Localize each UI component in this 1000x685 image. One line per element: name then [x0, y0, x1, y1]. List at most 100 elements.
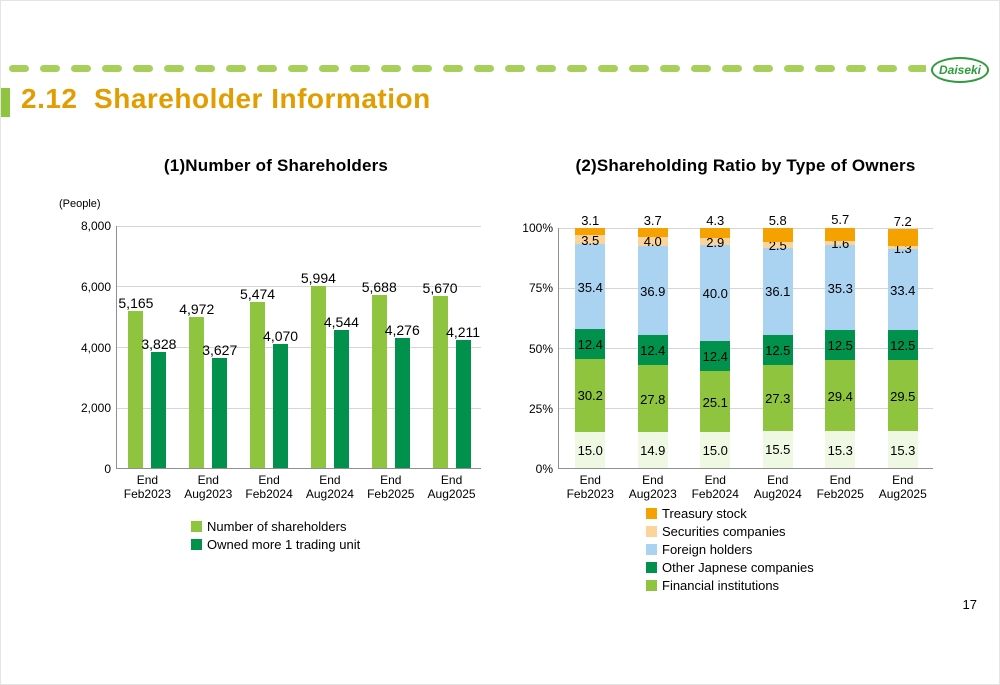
bar-value-label: 5,670: [422, 279, 458, 296]
divider-dash-icon: [629, 65, 649, 72]
divider-dash-icon: [257, 65, 277, 72]
legend-item: Treasury stock: [646, 506, 814, 521]
x-tick-line: Aug2025: [878, 486, 927, 501]
stack-segment: [575, 431, 606, 468]
legend-label: Foreign holders: [662, 542, 753, 557]
bar-shareholders: [432, 295, 448, 468]
stack-segment-foreign-holders: [825, 245, 856, 331]
x-tick-label: End Feb2025: [809, 473, 871, 501]
stack-segment: [887, 431, 918, 468]
divider-dash-icon: [133, 65, 153, 72]
x-tick-line: End: [704, 473, 726, 487]
divider-dash-icon: [536, 65, 556, 72]
daiseki-logo: Daiseki: [931, 57, 989, 83]
x-tick-line: End: [892, 473, 914, 487]
stack-segment-foreign-holders: [637, 246, 668, 336]
segment-value-label: 29.4: [827, 388, 853, 404]
legend-label: Treasury stock: [662, 506, 747, 521]
divider-dash-icon: [71, 65, 91, 72]
segment-value-label: 7.2: [893, 213, 912, 229]
segment-value-label: 12.4: [702, 349, 728, 365]
legend-swatch-icon: [646, 544, 657, 555]
bar-value-label: 5,474: [240, 285, 276, 302]
stack-segment: [762, 430, 793, 468]
bar-shareholders: [189, 316, 205, 468]
daiseki-logo-text: Daiseki: [938, 63, 982, 77]
stack-segment-financial-institutions: [575, 359, 606, 432]
gridline: [117, 347, 481, 348]
x-tick-label: End Aug2025: [421, 473, 483, 501]
stack-segment-other-japnese-companies: [575, 329, 606, 360]
segment-value-label: 3.1: [581, 212, 600, 228]
segment-value-label: 36.1: [765, 284, 791, 300]
bar-value-label: 5,688: [361, 279, 397, 296]
stack-segment-financial-institutions: [700, 371, 731, 432]
bar-shareholders: [250, 301, 266, 468]
segment-value-label: 5.8: [768, 212, 787, 228]
stack-segment-treasury-stock: [762, 227, 793, 242]
stack-segment-foreign-holders: [887, 249, 918, 330]
bar-value-label: 4,070: [263, 328, 299, 345]
bar-unit-holders: [151, 351, 167, 468]
bar-unit-holders: [455, 340, 471, 468]
segment-value-label: 5.7: [831, 212, 850, 228]
legend-swatch-icon: [646, 526, 657, 537]
legend-swatch-icon: [191, 521, 202, 532]
gridline: [559, 227, 933, 229]
x-tick-label: End Aug2023: [177, 473, 239, 501]
stack-segment-financial-institutions: [637, 365, 668, 433]
divider-dash-icon: [195, 65, 215, 72]
y-tick-label: 4,000: [80, 340, 111, 355]
shareholders-chart: (1)Number of Shareholders (People) 0 2,00…: [51, 151, 501, 581]
y-tick-label: 6,000: [80, 279, 111, 294]
y-tick-label: 75%: [528, 281, 553, 296]
y-tick-label: 2,000: [80, 401, 111, 416]
stack-segment-securities-companies: [700, 238, 731, 246]
segment-value-label: 4.3: [706, 212, 725, 228]
divider-dash-icon: [598, 65, 618, 72]
legend-swatch-icon: [646, 562, 657, 573]
stack-segment-other-japnese-companies: [887, 329, 918, 361]
stack-segment-other-japnese-companies: [825, 330, 856, 361]
divider-dash-icon: [102, 65, 122, 72]
legend-swatch-icon: [646, 508, 657, 519]
x-tick-label: End Aug2025: [872, 473, 934, 501]
segment-value-label: 12.4: [640, 343, 666, 359]
segment-value-label: 35.3: [827, 280, 853, 296]
segment-value-label: 3.7: [643, 212, 662, 228]
segment-value-label: 15.3: [827, 442, 853, 458]
x-tick-label: End Feb2023: [559, 473, 621, 501]
segment-value-label: 15.0: [702, 442, 728, 458]
bar-value-label: 4,972: [179, 300, 215, 317]
x-tick-line: End: [258, 473, 280, 487]
legend-item: Owned more 1 trading unit: [191, 537, 360, 552]
bar-unit-holders: [333, 329, 349, 468]
bar-value-label: 4,544: [323, 313, 359, 330]
legend-label: Other Japnese companies: [662, 560, 814, 575]
x-tick-line: Feb2025: [816, 486, 864, 501]
divider-dash-icon: [815, 65, 835, 72]
bar-value-label: 5,165: [118, 295, 154, 312]
stack-segment-foreign-holders: [762, 247, 793, 335]
stack-segment-treasury-stock: [887, 228, 918, 247]
segment-value-label: 27.8: [640, 391, 666, 407]
x-tick-line: Feb2023: [566, 486, 614, 501]
gridline: [559, 408, 933, 410]
x-tick-line: End: [829, 473, 851, 487]
stack-segment-treasury-stock: [637, 227, 668, 237]
x-tick-line: Feb2025: [367, 486, 415, 501]
x-tick-label: End Feb2023: [116, 473, 178, 501]
segment-value-label: 12.4: [577, 337, 603, 353]
legend-label: Financial institutions: [662, 578, 780, 593]
stack-segment-securities-companies: [887, 246, 918, 250]
segment-value-label: 15.0: [577, 442, 603, 458]
legend-swatch-icon: [646, 580, 657, 591]
stack-segment-financial-institutions: [887, 360, 918, 432]
x-tick-label: End Aug2024: [747, 473, 809, 501]
x-tick-line: End: [642, 473, 664, 487]
x-tick-label: End Aug2024: [299, 473, 361, 501]
divider-dash-icon: [164, 65, 184, 72]
bar-shareholders: [371, 295, 387, 468]
y-tick-label: 50%: [528, 341, 553, 356]
segment-value-label: 30.2: [577, 388, 603, 404]
